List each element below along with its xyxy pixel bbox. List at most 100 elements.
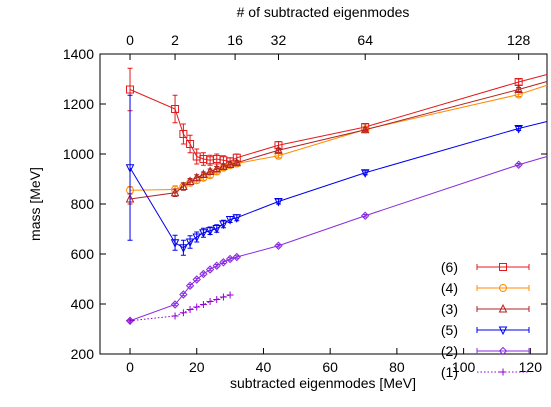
- data-point: [225, 159, 235, 168]
- error-bar: [516, 87, 522, 92]
- legend-entry: (6): [441, 259, 530, 275]
- data-point: [192, 233, 202, 243]
- series-layer: [125, 67, 548, 325]
- data-point: [192, 172, 202, 182]
- data-point: [170, 187, 180, 197]
- legend-label: (4): [441, 280, 458, 296]
- series-5: [125, 156, 548, 325]
- data-point: [232, 157, 242, 167]
- data-point: [185, 281, 195, 290]
- legend-errorbar-cap: [476, 285, 530, 291]
- error-bar: [516, 126, 522, 131]
- top-tick-label: 64: [357, 32, 373, 48]
- data-point: [126, 85, 135, 94]
- data-point: [205, 227, 215, 236]
- x-tick-label: 20: [189, 359, 205, 375]
- data-point: [219, 293, 227, 301]
- y-tick-label: 1200: [63, 96, 94, 112]
- data-point: [170, 239, 180, 248]
- data-point: [199, 301, 207, 308]
- series-line: [129, 74, 548, 163]
- data-point: [219, 161, 228, 170]
- data-point: [179, 244, 188, 253]
- legend-label: (2): [441, 343, 458, 359]
- top-tick-label: 2: [171, 32, 179, 48]
- legend-errorbar-cap: [476, 348, 530, 354]
- data-point: [499, 263, 507, 271]
- data-point: [274, 241, 283, 250]
- top-axis-label: # of subtracted eigenmodes: [237, 4, 410, 20]
- y-tick-label: 800: [71, 196, 95, 212]
- data-point: [192, 275, 201, 284]
- legend-label: (6): [441, 259, 458, 275]
- y-tick-label: 200: [71, 346, 95, 362]
- error-bar: [234, 160, 240, 166]
- error-bar: [362, 127, 368, 133]
- error-bar: [362, 170, 368, 176]
- data-point: [360, 211, 370, 220]
- error-bar: [180, 123, 186, 145]
- error-bar: [187, 284, 193, 288]
- legend-entry: (2): [441, 343, 530, 359]
- series-6: [126, 291, 234, 325]
- data-point: [219, 220, 228, 230]
- series-1: [126, 67, 548, 166]
- data-point: [170, 300, 180, 309]
- error-bar: [172, 94, 178, 124]
- data-point: [199, 169, 208, 178]
- data-point: [226, 291, 234, 299]
- data-point: [205, 265, 215, 274]
- data-point: [499, 368, 507, 376]
- error-bar: [214, 264, 220, 268]
- legend-entry: (5): [441, 322, 530, 338]
- x-tick-label: 0: [126, 359, 134, 375]
- axes-layer: 0 20 40 60 80 100 1200 2 16 32 64 12820040060080010…: [63, 32, 547, 375]
- error-bar: [220, 260, 226, 264]
- legend-entry: (1): [441, 364, 529, 380]
- data-point: [360, 169, 370, 178]
- x-axis-label: subtracted eigenmodes [MeV]: [230, 375, 416, 391]
- data-point: [179, 290, 188, 299]
- data-point: [212, 261, 221, 270]
- data-point: [232, 252, 241, 262]
- legend-errorbar-cap: [476, 264, 530, 270]
- top-tick-label: 128: [507, 32, 531, 48]
- x-tick-label: 120: [519, 359, 543, 375]
- data-point: [193, 303, 201, 311]
- x-tick-label: 40: [256, 359, 272, 375]
- data-point: [274, 198, 283, 207]
- data-point: [213, 296, 221, 303]
- error-bar: [200, 272, 206, 276]
- legend-label: (5): [441, 322, 458, 338]
- data-point: [205, 166, 215, 175]
- legend-errorbar-cap: [476, 327, 530, 333]
- data-point: [186, 306, 194, 313]
- x-tick-label: 100: [452, 359, 476, 375]
- data-point: [274, 145, 283, 154]
- y-tick-label: 400: [71, 296, 95, 312]
- data-point: [186, 140, 195, 148]
- top-tick-label: 0: [126, 32, 134, 48]
- data-point: [498, 303, 508, 313]
- error-bar: [362, 214, 368, 218]
- series-line: [129, 294, 231, 322]
- data-point: [232, 214, 242, 223]
- x-tick-label: 60: [322, 359, 338, 375]
- legend-label: (3): [441, 301, 458, 317]
- error-bar: [127, 94, 133, 241]
- data-point: [212, 225, 222, 234]
- top-tick-label: 16: [227, 32, 243, 48]
- data-point: [185, 238, 195, 248]
- error-bar: [207, 267, 213, 272]
- y-tick-label: 600: [71, 246, 95, 262]
- data-point: [171, 312, 179, 320]
- data-point: [360, 124, 370, 134]
- data-point: [179, 130, 188, 138]
- error-bar: [275, 147, 281, 153]
- error-bar: [180, 292, 186, 297]
- legend-entry: (3): [441, 301, 530, 317]
- series-line: [130, 84, 548, 191]
- legend: (6) (4) (3) (5) (2) (1): [441, 259, 530, 380]
- data-point: [179, 181, 188, 190]
